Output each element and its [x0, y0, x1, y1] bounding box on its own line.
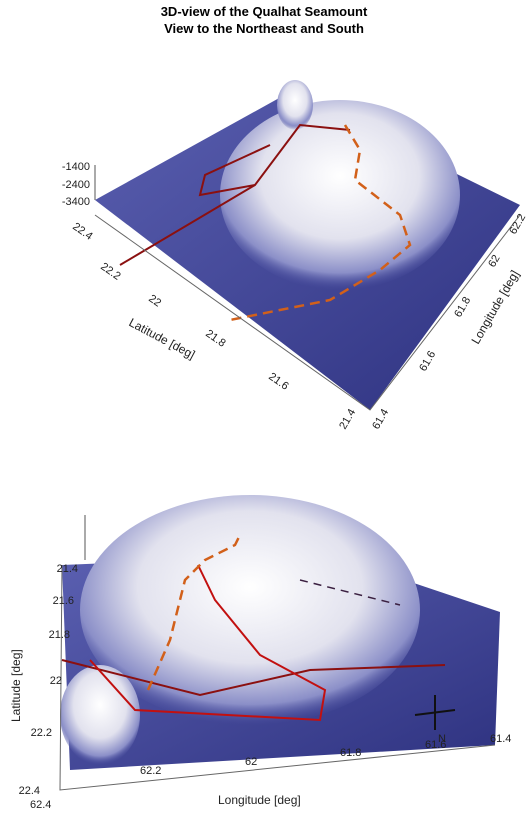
- latitude-tick: 22.2: [98, 261, 122, 283]
- latitude-tick: 22.4: [70, 221, 94, 243]
- latitude-tick: 21.6: [53, 595, 74, 607]
- title-line: 3D-view of the Qualhat Seamount: [161, 4, 368, 19]
- latitude-tick: 21.6: [266, 371, 290, 393]
- depth-tick: -1400: [62, 161, 90, 173]
- longitude-tick: 61.8: [340, 747, 361, 759]
- longitude-label: Longitude [deg]: [218, 793, 301, 807]
- latitude-label: Latitude [deg]: [127, 315, 198, 362]
- longitude-tick: 62: [245, 756, 257, 768]
- latitude-tick: 22: [50, 675, 62, 687]
- latitude-tick: 21.8: [203, 328, 227, 350]
- peak: [277, 80, 313, 130]
- latitude-tick: 22.2: [31, 727, 52, 739]
- longitude-tick: 61.6: [425, 739, 446, 751]
- latitude-tick: 22.4: [19, 785, 40, 797]
- figure: 3D-view of the Qualhat Seamount View to …: [0, 0, 529, 817]
- latitude-label: Latitude [deg]: [9, 649, 23, 722]
- depth-tick: -3400: [62, 196, 90, 208]
- panel-2: N 21.4 21.6 21.8 22 22.2 22.4 Latitude […: [9, 495, 511, 811]
- longitude-tick: 61.4: [370, 407, 391, 432]
- longitude-tick: 61.4: [490, 733, 511, 745]
- peak: [60, 665, 140, 765]
- latitude-tick: 21.8: [49, 629, 70, 641]
- panel-1: -1400 -2400 -3400 22.4 22.2 22 21.8 21.6…: [62, 80, 528, 432]
- latitude-tick: 21.4: [337, 407, 358, 432]
- depth-tick: -2400: [62, 179, 90, 191]
- longitude-tick: 62.4: [30, 799, 51, 811]
- latitude-tick: 21.4: [57, 563, 78, 575]
- longitude-tick: 62.2: [140, 765, 161, 777]
- longitude-tick: 61.6: [417, 349, 438, 374]
- latitude-tick: 22: [146, 293, 163, 310]
- longitude-label: Longitude [deg]: [468, 268, 521, 347]
- title-line: View to the Northeast and South: [164, 21, 364, 36]
